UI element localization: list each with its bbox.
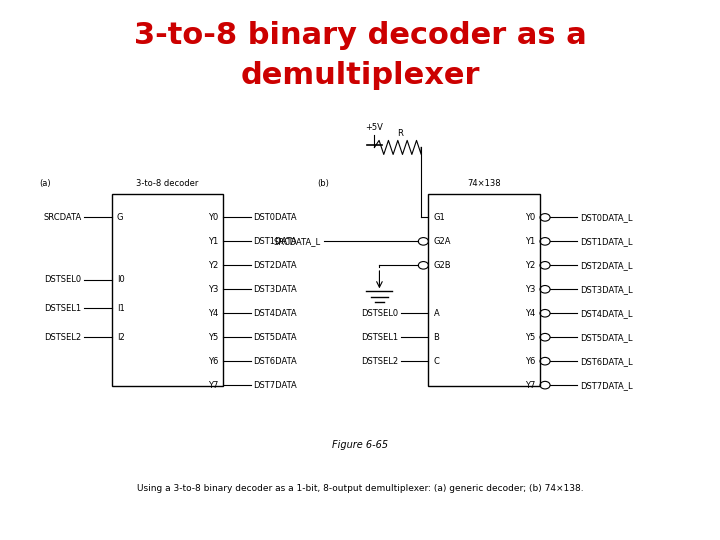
Text: G2B: G2B [433, 261, 451, 270]
Text: DST5DATA_L: DST5DATA_L [580, 333, 633, 342]
Text: Y5: Y5 [208, 333, 218, 342]
Bar [112, 194, 223, 386]
Text: DST2DATA: DST2DATA [253, 261, 297, 270]
Text: Y1: Y1 [208, 237, 218, 246]
Text: I2: I2 [117, 333, 125, 342]
Text: DST3DATA_L: DST3DATA_L [580, 285, 633, 294]
Text: (a): (a) [40, 179, 51, 188]
Text: Y1: Y1 [525, 237, 535, 246]
Text: Y6: Y6 [208, 357, 218, 366]
Text: Y2: Y2 [208, 261, 218, 270]
Text: DST5DATA: DST5DATA [253, 333, 297, 342]
Text: DST2DATA_L: DST2DATA_L [580, 261, 633, 270]
Text: G: G [117, 213, 123, 222]
Text: Y7: Y7 [208, 381, 218, 390]
Text: Y4: Y4 [525, 309, 535, 318]
Text: DST4DATA_L: DST4DATA_L [580, 309, 633, 318]
Text: A: A [433, 309, 439, 318]
Text: R: R [397, 129, 402, 138]
Text: DST6DATA: DST6DATA [253, 357, 297, 366]
Text: DST0DATA_L: DST0DATA_L [580, 213, 633, 222]
Text: DST0DATA: DST0DATA [253, 213, 297, 222]
Text: Y6: Y6 [525, 357, 535, 366]
Text: Y0: Y0 [208, 213, 218, 222]
Bar [428, 194, 540, 386]
Text: DSTSEL0: DSTSEL0 [44, 275, 81, 284]
Text: DSTSEL1: DSTSEL1 [361, 333, 398, 342]
Text: Y7: Y7 [525, 381, 535, 390]
Text: I0: I0 [117, 275, 125, 284]
Text: demultiplexer: demultiplexer [240, 61, 480, 90]
Text: I1: I1 [117, 304, 125, 313]
Text: Y4: Y4 [208, 309, 218, 318]
Text: DSTSEL2: DSTSEL2 [44, 333, 81, 342]
Text: SRCDATA: SRCDATA [43, 213, 81, 222]
Text: 74×138: 74×138 [467, 179, 501, 188]
Text: Using a 3-to-8 binary decoder as a 1-bit, 8-output demultiplexer: (a) generic de: Using a 3-to-8 binary decoder as a 1-bit… [137, 484, 583, 493]
Text: G2A: G2A [433, 237, 451, 246]
Text: Y5: Y5 [525, 333, 535, 342]
Text: B: B [433, 333, 439, 342]
Text: DSTSEL2: DSTSEL2 [361, 357, 398, 366]
Text: DST1DATA_L: DST1DATA_L [580, 237, 633, 246]
Text: DST1DATA: DST1DATA [253, 237, 297, 246]
Text: Figure 6-65: Figure 6-65 [332, 441, 388, 450]
Text: Y3: Y3 [208, 285, 218, 294]
Text: DSTSEL0: DSTSEL0 [361, 309, 398, 318]
Text: DST7DATA_L: DST7DATA_L [580, 381, 633, 390]
Text: 3-to-8 decoder: 3-to-8 decoder [136, 179, 199, 188]
Text: SRCDATA_L: SRCDATA_L [274, 237, 321, 246]
Text: DST4DATA: DST4DATA [253, 309, 297, 318]
Text: G1: G1 [433, 213, 445, 222]
Text: +5V: +5V [366, 123, 383, 132]
Text: 3-to-8 binary decoder as a: 3-to-8 binary decoder as a [134, 21, 586, 50]
Text: (b): (b) [317, 179, 328, 188]
Text: Y2: Y2 [525, 261, 535, 270]
Text: DSTSEL1: DSTSEL1 [44, 304, 81, 313]
Text: Y3: Y3 [525, 285, 535, 294]
Text: C: C [433, 357, 439, 366]
Text: DST7DATA: DST7DATA [253, 381, 297, 390]
Text: Y0: Y0 [525, 213, 535, 222]
Text: DST3DATA: DST3DATA [253, 285, 297, 294]
Text: DST6DATA_L: DST6DATA_L [580, 357, 633, 366]
